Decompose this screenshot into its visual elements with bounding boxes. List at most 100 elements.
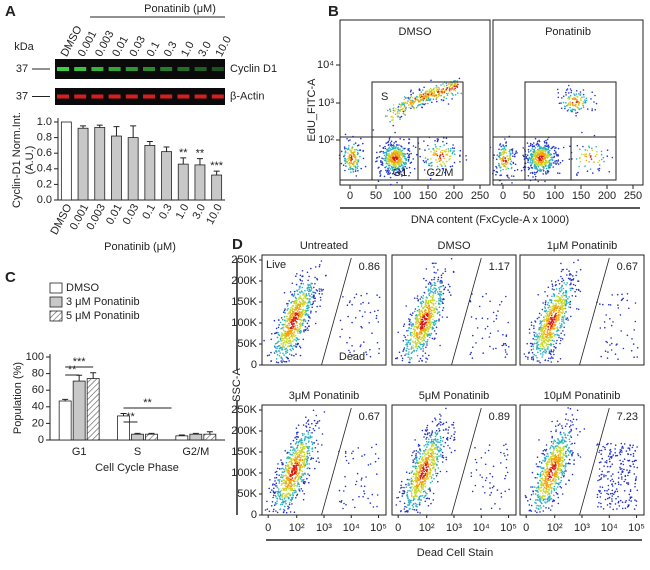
event xyxy=(561,280,563,283)
event xyxy=(419,357,422,360)
event xyxy=(437,269,439,271)
event xyxy=(584,149,587,151)
event xyxy=(538,316,540,319)
event xyxy=(538,340,540,343)
event xyxy=(430,150,432,153)
event xyxy=(376,473,378,475)
event xyxy=(297,455,300,457)
event xyxy=(354,317,357,319)
event xyxy=(531,162,534,164)
event xyxy=(272,494,275,497)
event xyxy=(420,324,423,326)
event xyxy=(569,145,571,148)
event xyxy=(554,162,556,164)
event xyxy=(282,489,285,491)
event xyxy=(287,469,290,472)
event xyxy=(422,348,425,350)
event xyxy=(571,108,574,111)
rule xyxy=(321,407,352,516)
event xyxy=(283,336,286,339)
event xyxy=(273,487,275,490)
event xyxy=(435,326,438,329)
event xyxy=(420,305,423,307)
event xyxy=(394,166,397,169)
event xyxy=(509,156,511,159)
event xyxy=(438,287,440,289)
band xyxy=(125,67,138,71)
event xyxy=(569,88,572,90)
event xyxy=(287,345,289,348)
event xyxy=(489,345,491,348)
event xyxy=(569,306,572,309)
event xyxy=(558,102,561,105)
event xyxy=(529,161,532,163)
event xyxy=(387,169,389,172)
event xyxy=(426,344,428,346)
event xyxy=(514,163,517,166)
event xyxy=(426,329,428,332)
event xyxy=(550,357,552,360)
event xyxy=(293,485,295,488)
band xyxy=(108,94,121,99)
event xyxy=(306,446,309,449)
event xyxy=(299,464,301,467)
event xyxy=(594,108,597,111)
event xyxy=(401,359,404,362)
event xyxy=(626,299,628,302)
event xyxy=(534,335,536,338)
event xyxy=(606,357,609,359)
event xyxy=(416,97,418,99)
event xyxy=(344,133,347,136)
event xyxy=(421,336,424,339)
plot-title: DMSO xyxy=(399,26,432,38)
event xyxy=(353,165,355,167)
event xyxy=(542,340,545,342)
event xyxy=(533,325,535,327)
event xyxy=(615,344,617,346)
event xyxy=(290,479,293,482)
event xyxy=(560,294,563,297)
event xyxy=(569,278,571,281)
event xyxy=(543,323,546,326)
event xyxy=(400,164,403,167)
event xyxy=(528,167,531,169)
event xyxy=(453,80,455,82)
event xyxy=(588,145,590,147)
event xyxy=(305,309,308,312)
event xyxy=(505,142,507,144)
event xyxy=(507,321,510,324)
event xyxy=(562,294,565,297)
event xyxy=(633,329,635,331)
event xyxy=(540,333,543,336)
event xyxy=(429,308,432,311)
event xyxy=(395,149,398,152)
event xyxy=(596,150,598,153)
event xyxy=(423,169,426,171)
event xyxy=(549,334,552,336)
event xyxy=(545,141,548,144)
event xyxy=(363,485,366,488)
event xyxy=(498,162,500,165)
event xyxy=(279,508,282,510)
event xyxy=(286,486,289,489)
event xyxy=(390,183,392,186)
event xyxy=(281,503,284,506)
event xyxy=(396,157,399,159)
event xyxy=(308,300,311,303)
event xyxy=(315,414,318,417)
event xyxy=(279,321,282,324)
event xyxy=(299,324,302,326)
event xyxy=(528,145,530,148)
event xyxy=(510,160,513,163)
event xyxy=(564,105,566,108)
event xyxy=(540,330,542,332)
event xyxy=(437,95,440,98)
event xyxy=(291,484,293,487)
event xyxy=(304,325,307,328)
event xyxy=(427,330,430,332)
event xyxy=(277,345,280,347)
event xyxy=(298,468,301,471)
event xyxy=(549,329,551,332)
event xyxy=(412,324,415,327)
event xyxy=(429,318,431,320)
